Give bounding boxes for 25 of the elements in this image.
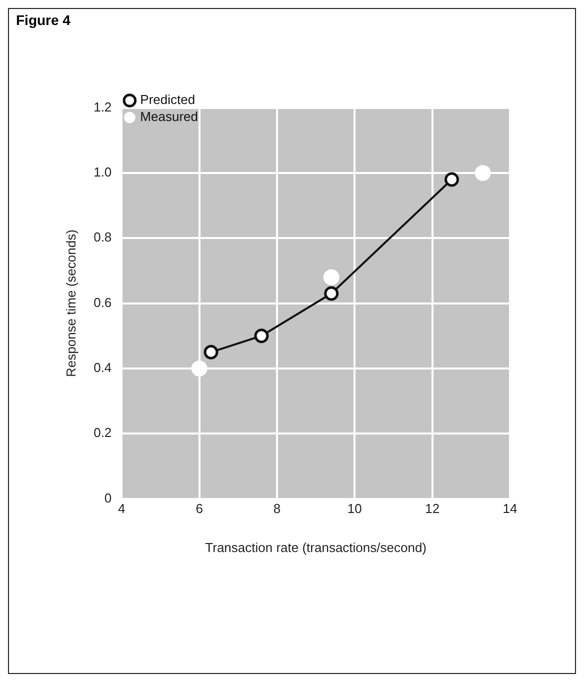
chart-title: Figure 4 (16, 12, 70, 28)
x-tick-label: 14 (502, 501, 518, 516)
x-tick-label: 4 (118, 501, 126, 516)
x-tick-label: 8 (273, 501, 281, 516)
x-tick-label: 10 (347, 501, 362, 516)
x-axis-title: Transaction rate (transactions/second) (205, 540, 427, 555)
point (191, 360, 208, 376)
legend-label: Predicted (140, 92, 196, 108)
y-tick-label: 1.0 (94, 164, 112, 180)
point (204, 344, 218, 360)
point (324, 286, 339, 301)
y-tick-label: 1.2 (94, 99, 112, 114)
y-axis-title: Response time (seconds) (63, 230, 78, 378)
point (323, 269, 340, 286)
y-tick-label: 0.4 (94, 360, 112, 376)
legend-label: Measured (140, 109, 198, 124)
x-tick-label: 6 (196, 501, 203, 516)
y-tick-label: 0.6 (94, 294, 112, 310)
point (474, 164, 491, 181)
y-tick-label: 0 (104, 490, 112, 506)
y-tick-label: 0.2 (94, 425, 112, 440)
point (254, 328, 269, 344)
y-tick-label: 0.8 (94, 230, 112, 245)
point (444, 172, 459, 187)
x-tick-label: 12 (425, 501, 440, 516)
